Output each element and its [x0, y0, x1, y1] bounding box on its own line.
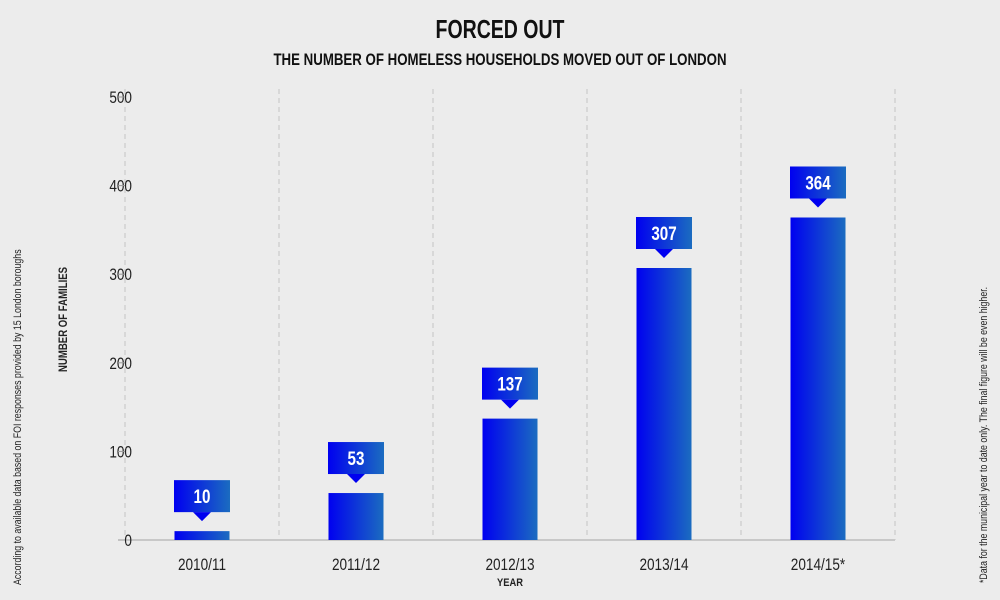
bar [174, 531, 230, 540]
data-label: 53 [348, 447, 365, 469]
x-axis-label: YEAR [497, 577, 523, 589]
x-tick-label: 2010/11 [178, 556, 226, 575]
x-tick-label: 2012/13 [485, 556, 534, 575]
bar [790, 217, 846, 540]
data-label-pointer [809, 198, 827, 208]
footnote: *Data for the municipal year to date onl… [978, 286, 990, 583]
data-label: 307 [651, 222, 676, 244]
y-axis-label: NUMBER OF FAMILIES [56, 266, 70, 372]
bar [636, 267, 692, 540]
y-tick-label: 500 [109, 89, 132, 108]
data-label-box [174, 480, 230, 513]
y-tick-label: 200 [109, 354, 132, 373]
data-label: 137 [497, 373, 522, 395]
data-label-box [790, 166, 846, 199]
x-tick-label: 2013/14 [639, 556, 688, 575]
data-label-box [328, 442, 384, 475]
bar [482, 418, 538, 540]
x-tick-label: 2011/12 [332, 556, 380, 575]
y-tick-label: 300 [109, 266, 132, 285]
y-tick-label: 0 [124, 532, 132, 551]
data-label: 364 [805, 172, 831, 194]
chart-subtitle: THE NUMBER OF HOMELESS HOUSEHOLDS MOVED … [273, 50, 727, 69]
source-note: According to available data based on FOI… [12, 249, 24, 585]
data-label-pointer [655, 248, 673, 258]
chart-title: FORCED OUT [435, 14, 565, 44]
data-label-pointer [501, 399, 519, 409]
bar [328, 493, 384, 540]
data-label-pointer [193, 512, 211, 522]
data-label: 10 [194, 485, 211, 507]
y-tick-label: 400 [109, 177, 132, 196]
data-label-box [482, 367, 538, 400]
x-tick-label: 2014/15* [791, 556, 845, 575]
y-tick-label: 100 [109, 443, 132, 462]
data-label-pointer [347, 474, 365, 484]
data-label-box [636, 216, 692, 249]
